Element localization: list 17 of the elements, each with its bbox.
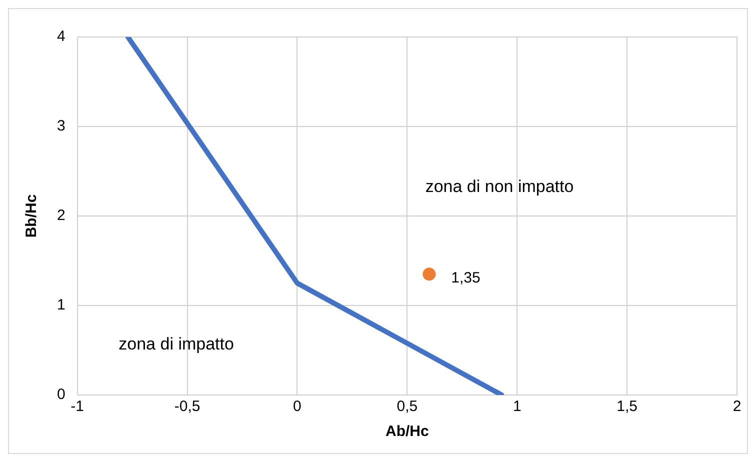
- x-tick-label: 1: [512, 398, 522, 416]
- y-axis-title: Bb/Hc: [23, 194, 40, 238]
- y-tick-label: 0: [57, 386, 66, 404]
- y-tick-label: 4: [57, 28, 66, 46]
- x-tick-label: 1,5: [616, 398, 638, 416]
- x-tick-label: -1: [70, 398, 84, 416]
- x-axis-title: Ab/Hc: [386, 423, 429, 440]
- x-tick-label: 0: [293, 398, 302, 416]
- x-tick-label: 0,5: [396, 398, 418, 416]
- y-tick-label: 2: [57, 207, 66, 224]
- data-label: 1,35: [451, 269, 480, 286]
- x-tick-label: 2: [732, 398, 742, 416]
- y-tick-label: 1: [57, 296, 66, 314]
- y-tick-label: 3: [57, 118, 66, 135]
- annotation: zona di non impatto: [425, 177, 574, 196]
- annotation: zona di impatto: [118, 334, 234, 354]
- x-tick-label: -0,5: [174, 398, 200, 416]
